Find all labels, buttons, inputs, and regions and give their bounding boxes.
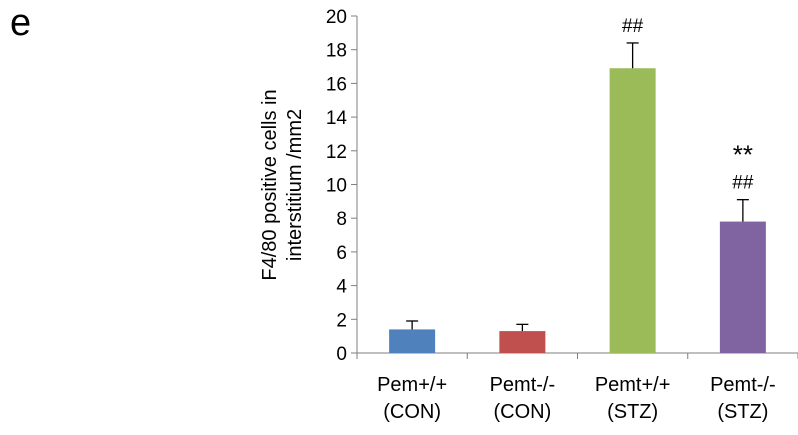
y-tick-label: 0 — [336, 344, 347, 365]
y-tick-label: 10 — [326, 176, 347, 197]
y-axis-label: F4/80 positive cells in interstitium /mm2 — [259, 89, 306, 280]
y-axis-label-line: interstitium /mm2 — [284, 109, 306, 261]
bar — [499, 331, 546, 353]
y-axis-label-line: F4/80 positive cells in — [259, 89, 281, 280]
bar — [609, 68, 656, 354]
y-tick-label: 12 — [326, 142, 347, 163]
x-category-label: (CON) — [383, 401, 441, 423]
y-tick-label: 6 — [336, 243, 347, 264]
bar — [389, 329, 436, 353]
y-axis: 0 2 4 6 8 10 12 14 16 18 20 — [326, 7, 358, 365]
x-category-label: Pem+/+ — [377, 374, 447, 396]
x-axis: Pem+/+ (CON) Pemt-/- (CON) Pemt+/+ (STZ) Pemt-… — [356, 352, 798, 423]
y-tick-label: 8 — [336, 209, 347, 230]
y-tick-label: 16 — [326, 74, 347, 95]
x-category-label: Pemt-/- — [490, 374, 556, 396]
bar — [719, 221, 766, 353]
significance-label: ## — [622, 16, 644, 37]
x-category-label: (STZ) — [717, 401, 768, 423]
x-category-label: Pemt-/- — [710, 374, 776, 396]
panel-letter: e — [10, 2, 32, 44]
significance-annotations: ## ## ** — [622, 16, 754, 194]
x-category-label: Pemt+/+ — [595, 374, 671, 396]
y-tick-label: 4 — [336, 277, 347, 298]
bars — [389, 42, 766, 354]
y-tick-label: 2 — [336, 310, 347, 331]
y-tick-label: 18 — [326, 41, 347, 62]
y-tick-label: 20 — [326, 7, 347, 28]
x-category-label: (STZ) — [607, 401, 658, 423]
significance-label: ** — [733, 140, 753, 170]
significance-label: ## — [732, 173, 754, 194]
y-tick-label: 14 — [326, 108, 348, 129]
x-category-label: (CON) — [493, 401, 551, 423]
